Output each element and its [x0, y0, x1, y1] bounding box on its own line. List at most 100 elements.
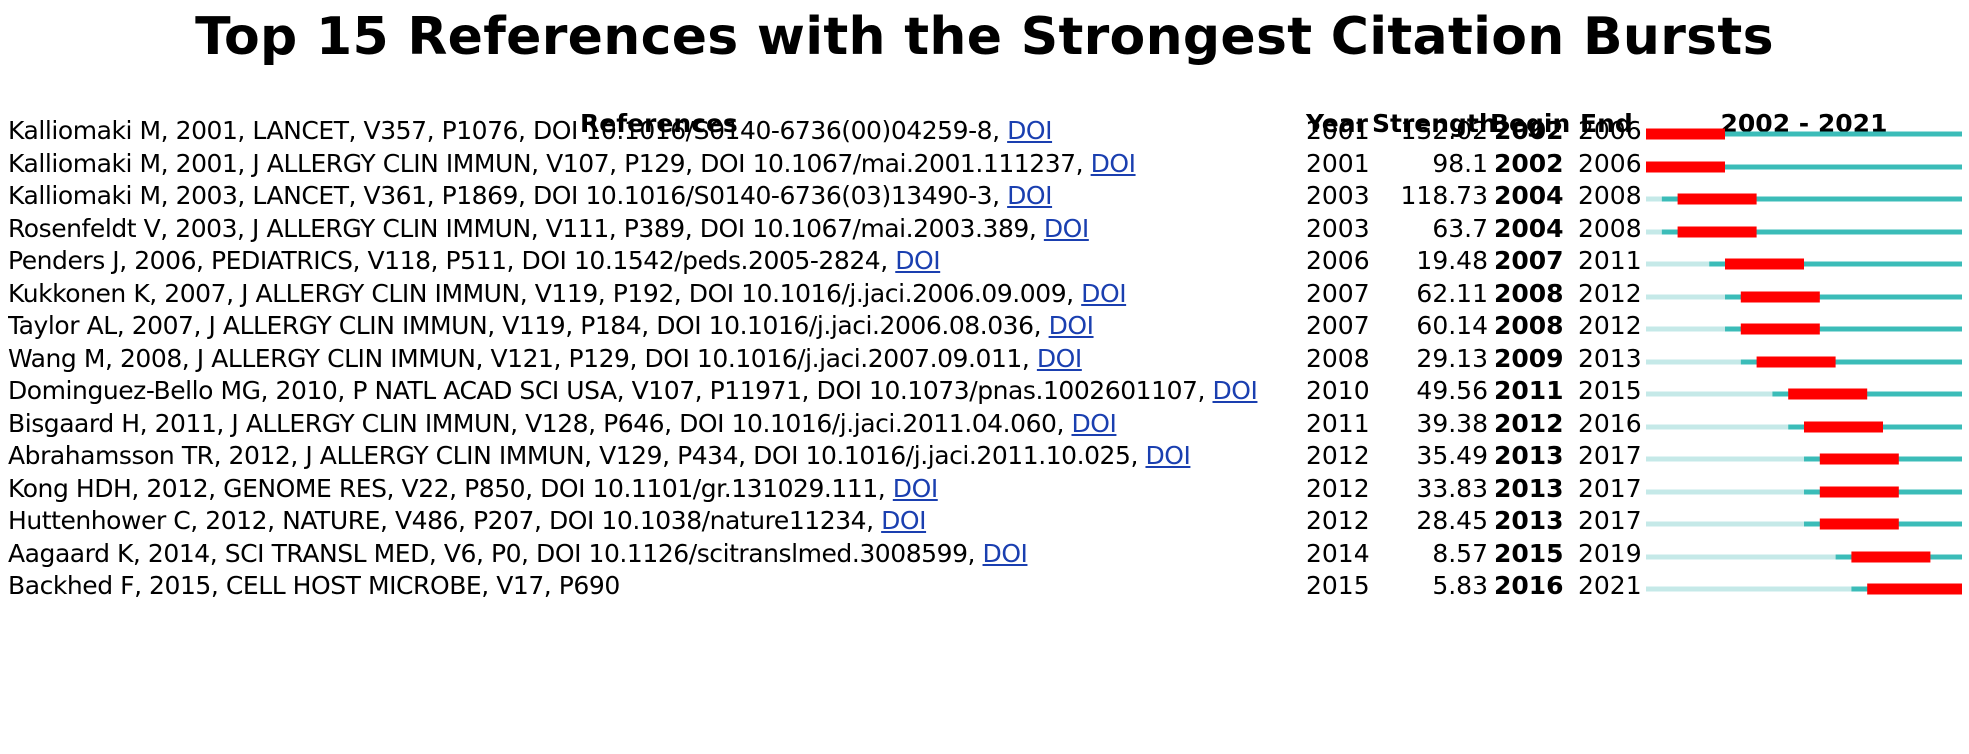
year-cell: 2008 [1306, 343, 1370, 373]
strength-cell: 49.56 [1416, 376, 1488, 405]
table-row: Abrahamsson TR, 2012, J ALLERGY CLIN IMM… [0, 436, 1969, 476]
reference-text: Backhed F, 2015, CELL HOST MICROBE, V17,… [8, 571, 620, 600]
begin-cell: 2012 [1494, 408, 1564, 438]
timeline-active [1646, 131, 1962, 137]
table-row: Bisgaard H, 2011, J ALLERGY CLIN IMMUN, … [0, 404, 1969, 444]
doi-link[interactable]: DOI [1145, 441, 1191, 470]
end-cell: 2016 [1578, 408, 1642, 438]
reference-text: Kalliomaki M, 2001, LANCET, V357, P1076,… [8, 116, 1008, 145]
begin-cell: 2013 [1494, 441, 1564, 470]
begin-cell: 2004 [1494, 213, 1564, 243]
begin-cell: 2015 [1494, 538, 1564, 568]
timeline-active [1725, 294, 1962, 299]
reference-text: Kalliomaki M, 2003, LANCET, V361, P1869,… [8, 181, 1008, 210]
timeline-active [1772, 391, 1962, 397]
strength-cell: 28.45 [1416, 506, 1488, 535]
timeline-inactive [1646, 196, 1662, 202]
end-cell: 2008 [1578, 181, 1642, 210]
burst-timeline [1646, 421, 1962, 432]
burst-timeline [1646, 291, 1962, 302]
burst-bar [1646, 161, 1725, 172]
timeline-inactive [1646, 326, 1725, 332]
year-cell: 2010 [1306, 376, 1370, 405]
end-cell: 2006 [1578, 148, 1642, 178]
timeline-inactive [1646, 294, 1725, 299]
end-cell: 2017 [1578, 441, 1642, 470]
strength-cell: 19.48 [1416, 246, 1488, 275]
year-cell: 2007 [1306, 311, 1370, 340]
table-row: Kalliomaki M, 2001, J ALLERGY CLIN IMMUN… [0, 144, 1969, 184]
strength-cell: 5.83 [1432, 571, 1488, 600]
begin-cell: 2008 [1494, 311, 1564, 340]
timeline-inactive [1646, 424, 1789, 429]
burst-timeline [1646, 486, 1962, 497]
burst-timeline [1646, 193, 1962, 205]
year-cell: 2011 [1306, 408, 1370, 438]
strength-cell: 8.57 [1432, 538, 1488, 568]
end-cell: 2017 [1578, 506, 1642, 535]
burst-bar [1725, 258, 1804, 270]
burst-bar [1851, 551, 1931, 562]
timeline-inactive [1646, 391, 1773, 397]
end-cell: 2015 [1578, 376, 1642, 405]
reference-cell: Aagaard K, 2014, SCI TRANSL MED, V6, P0,… [8, 534, 1304, 574]
column-header-end: End [1580, 109, 1633, 138]
strength-cell: 63.7 [1432, 213, 1488, 243]
year-cell: 2003 [1306, 181, 1370, 210]
reference-cell: Kalliomaki M, 2003, LANCET, V361, P1869,… [8, 176, 1304, 216]
doi-link[interactable]: DOI [982, 538, 1028, 568]
doi-link[interactable]: DOI [1036, 343, 1082, 373]
begin-cell: 2002 [1494, 148, 1564, 178]
table-row: Taylor AL, 2007, J ALLERGY CLIN IMMUN, V… [0, 306, 1969, 346]
doi-link[interactable]: DOI [1007, 116, 1053, 145]
burst-timeline [1646, 161, 1962, 172]
end-cell: 2011 [1578, 246, 1642, 275]
timeline-active [1661, 229, 1962, 234]
end-cell: 2008 [1578, 213, 1642, 243]
doi-link[interactable]: DOI [892, 473, 938, 503]
strength-cell: 62.11 [1416, 278, 1488, 308]
doi-link[interactable]: DOI [895, 246, 941, 275]
reference-cell: Dominguez-Bello MG, 2010, P NATL ACAD SC… [8, 371, 1304, 411]
end-cell: 2013 [1578, 343, 1642, 373]
timeline-inactive [1646, 489, 1804, 494]
reference-cell: Wang M, 2008, J ALLERGY CLIN IMMUN, V121… [8, 339, 1304, 379]
timeline-active [1725, 326, 1962, 332]
strength-cell: 35.49 [1416, 441, 1488, 470]
doi-link[interactable]: DOI [1048, 311, 1094, 340]
table-row: Huttenhower C, 2012, NATURE, V486, P207,… [0, 501, 1969, 541]
burst-timeline [1646, 518, 1962, 530]
reference-text: Abrahamsson TR, 2012, J ALLERGY CLIN IMM… [8, 441, 1146, 470]
doi-link[interactable]: DOI [1071, 408, 1117, 438]
begin-cell: 2013 [1494, 473, 1564, 503]
strength-cell: 29.13 [1416, 343, 1488, 373]
burst-bar [1867, 583, 1962, 595]
doi-link[interactable]: DOI [1090, 148, 1136, 178]
column-header-year: Year [1306, 109, 1368, 138]
table-row: Backhed F, 2015, CELL HOST MICROBE, V17,… [0, 566, 1969, 606]
reference-cell: Huttenhower C, 2012, NATURE, V486, P207,… [8, 501, 1304, 541]
table-row: Penders J, 2006, PEDIATRICS, V118, P511,… [0, 241, 1969, 281]
strength-cell: 118.73 [1400, 181, 1488, 210]
burst-timeline [1646, 226, 1962, 237]
reference-cell: Kalliomaki M, 2001, J ALLERGY CLIN IMMUN… [8, 144, 1304, 184]
year-cell: 2012 [1306, 473, 1370, 503]
begin-cell: 2016 [1494, 571, 1564, 600]
year-cell: 2001 [1306, 148, 1370, 178]
timeline-active [1661, 196, 1962, 202]
table-row: Aagaard K, 2014, SCI TRANSL MED, V6, P0,… [0, 534, 1969, 574]
timeline-inactive [1646, 456, 1804, 462]
doi-link[interactable]: DOI [1081, 278, 1127, 308]
burst-bar [1740, 291, 1820, 302]
reference-cell: Penders J, 2006, PEDIATRICS, V118, P511,… [8, 241, 1304, 281]
doi-link[interactable]: DOI [881, 506, 927, 535]
burst-bar [1804, 421, 1883, 432]
reference-cell: Kalliomaki M, 2001, LANCET, V357, P1076,… [8, 111, 1304, 151]
burst-bar [1740, 323, 1820, 335]
burst-timeline [1646, 128, 1962, 140]
doi-link[interactable]: DOI [1212, 376, 1258, 405]
reference-cell: Rosenfeldt V, 2003, J ALLERGY CLIN IMMUN… [8, 209, 1304, 249]
doi-link[interactable]: DOI [1043, 213, 1089, 243]
doi-link[interactable]: DOI [1007, 181, 1053, 210]
burst-bar [1756, 356, 1836, 367]
